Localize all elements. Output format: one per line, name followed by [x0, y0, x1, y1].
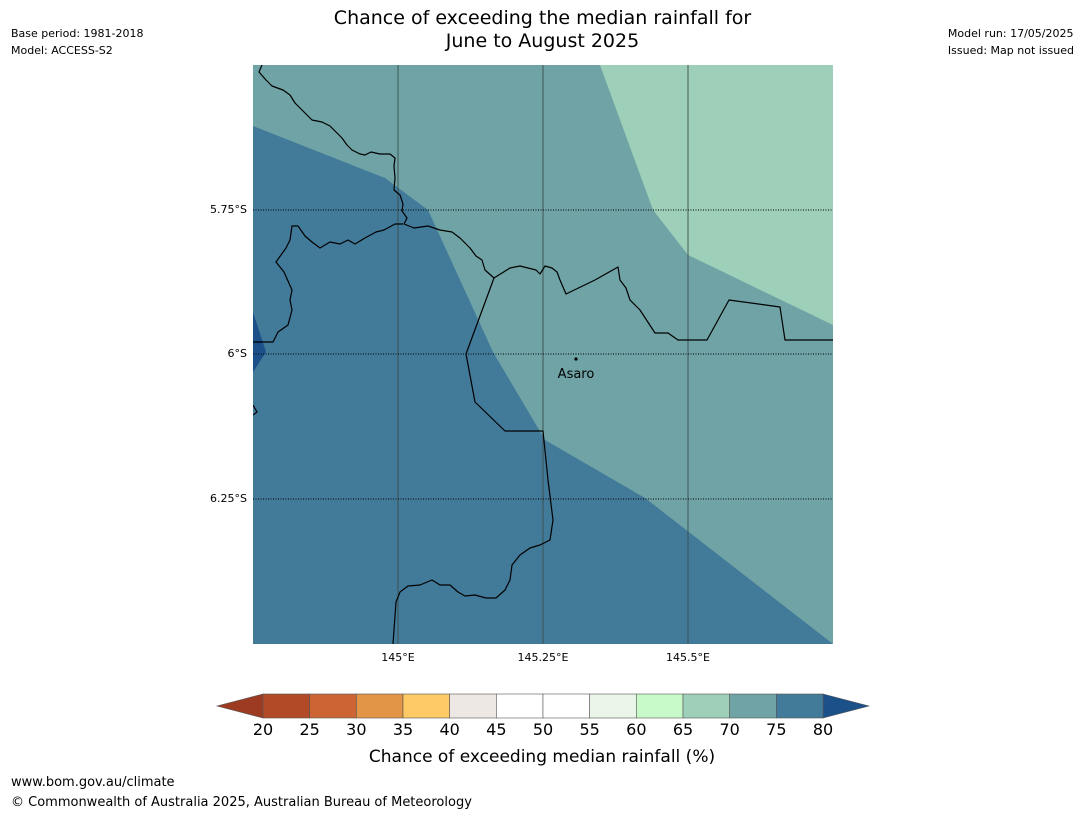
colorbar-segment	[496, 693, 544, 719]
colorbar-title: Chance of exceeding median rainfall (%)	[369, 747, 715, 767]
colorbar-segment	[589, 693, 637, 719]
colorbar-legend: 20 25 30 35 40 45 50 55 60 65 70 75 80 Chance of exc…	[215, 693, 871, 767]
lat-label-5-75: 5.75°S	[210, 203, 247, 216]
lon-label-145-5: 145.5°E	[666, 651, 710, 664]
title-line-2: June to August 2025	[445, 30, 640, 52]
title-line-1: Chance of exceeding the median rainfall …	[333, 7, 752, 29]
run-info: Model run: 17/05/2025 Issued: Map not is…	[948, 25, 1074, 59]
colorbar-segment	[682, 693, 730, 719]
colorbar-under-arrow	[215, 693, 264, 719]
colorbar-tick-label: 50	[533, 720, 553, 739]
colorbar-tick-label: 55	[579, 720, 599, 739]
colorbar-segment	[262, 693, 310, 719]
issued-text: Issued: Map not issued	[947, 44, 1074, 57]
colorbar-tick-label: 30	[346, 720, 366, 739]
lon-label-145-25: 145.25°E	[518, 651, 569, 664]
colorbar-segment	[449, 693, 497, 719]
map-title: Chance of exceeding the median rainfall …	[0, 7, 1085, 53]
border-south	[392, 277, 554, 644]
colorbar-segment	[542, 693, 590, 719]
colorbar-segment	[402, 693, 450, 719]
asaro-marker	[574, 357, 578, 361]
border-north	[258, 65, 833, 341]
border-west	[253, 223, 403, 343]
colorbar-tick-label: 60	[626, 720, 646, 739]
zone-65-70	[600, 65, 833, 325]
colorbar-tick-label: 75	[766, 720, 786, 739]
province-borders	[253, 65, 833, 644]
colorbar-segment	[309, 693, 357, 719]
colorbar-segment	[776, 693, 824, 719]
colorbar-over-arrow	[822, 693, 871, 719]
colorbar-tick-label: 45	[486, 720, 506, 739]
base-period-text: Base period: 1981-2018	[11, 27, 144, 40]
colorbar-segment	[729, 693, 777, 719]
colorbar-tick-label: 40	[439, 720, 459, 739]
lat-label-6-25: 6.25°S	[210, 492, 247, 505]
map-area	[253, 65, 833, 644]
asaro-label: Asaro	[558, 367, 595, 382]
colorbar-tick-label: 70	[719, 720, 739, 739]
border-west-edge	[253, 404, 258, 416]
colorbar-tick-label: 65	[673, 720, 693, 739]
model-run-text: Model run: 17/05/2025	[947, 27, 1074, 40]
colorbar-segment	[356, 693, 404, 719]
colorbar-tick-label: 35	[393, 720, 413, 739]
colorbar-tick-label: 20	[253, 720, 273, 739]
colorbar-tick-label: 25	[299, 720, 319, 739]
model-text: Model: ACCESS-S2	[11, 44, 113, 57]
footer-url: www.bom.gov.au/climate	[11, 775, 175, 790]
lon-label-145: 145°E	[381, 651, 414, 664]
parallel-lines	[253, 209, 833, 500]
colorbar-segment	[636, 693, 684, 719]
model-info: Base period: 1981-2018 Model: ACCESS-S2	[11, 25, 143, 59]
colorbar-tick-label: 80	[813, 720, 833, 739]
footer-copyright: © Commonwealth of Australia 2025, Austra…	[11, 795, 472, 810]
lat-label-6: 6°S	[228, 347, 247, 360]
